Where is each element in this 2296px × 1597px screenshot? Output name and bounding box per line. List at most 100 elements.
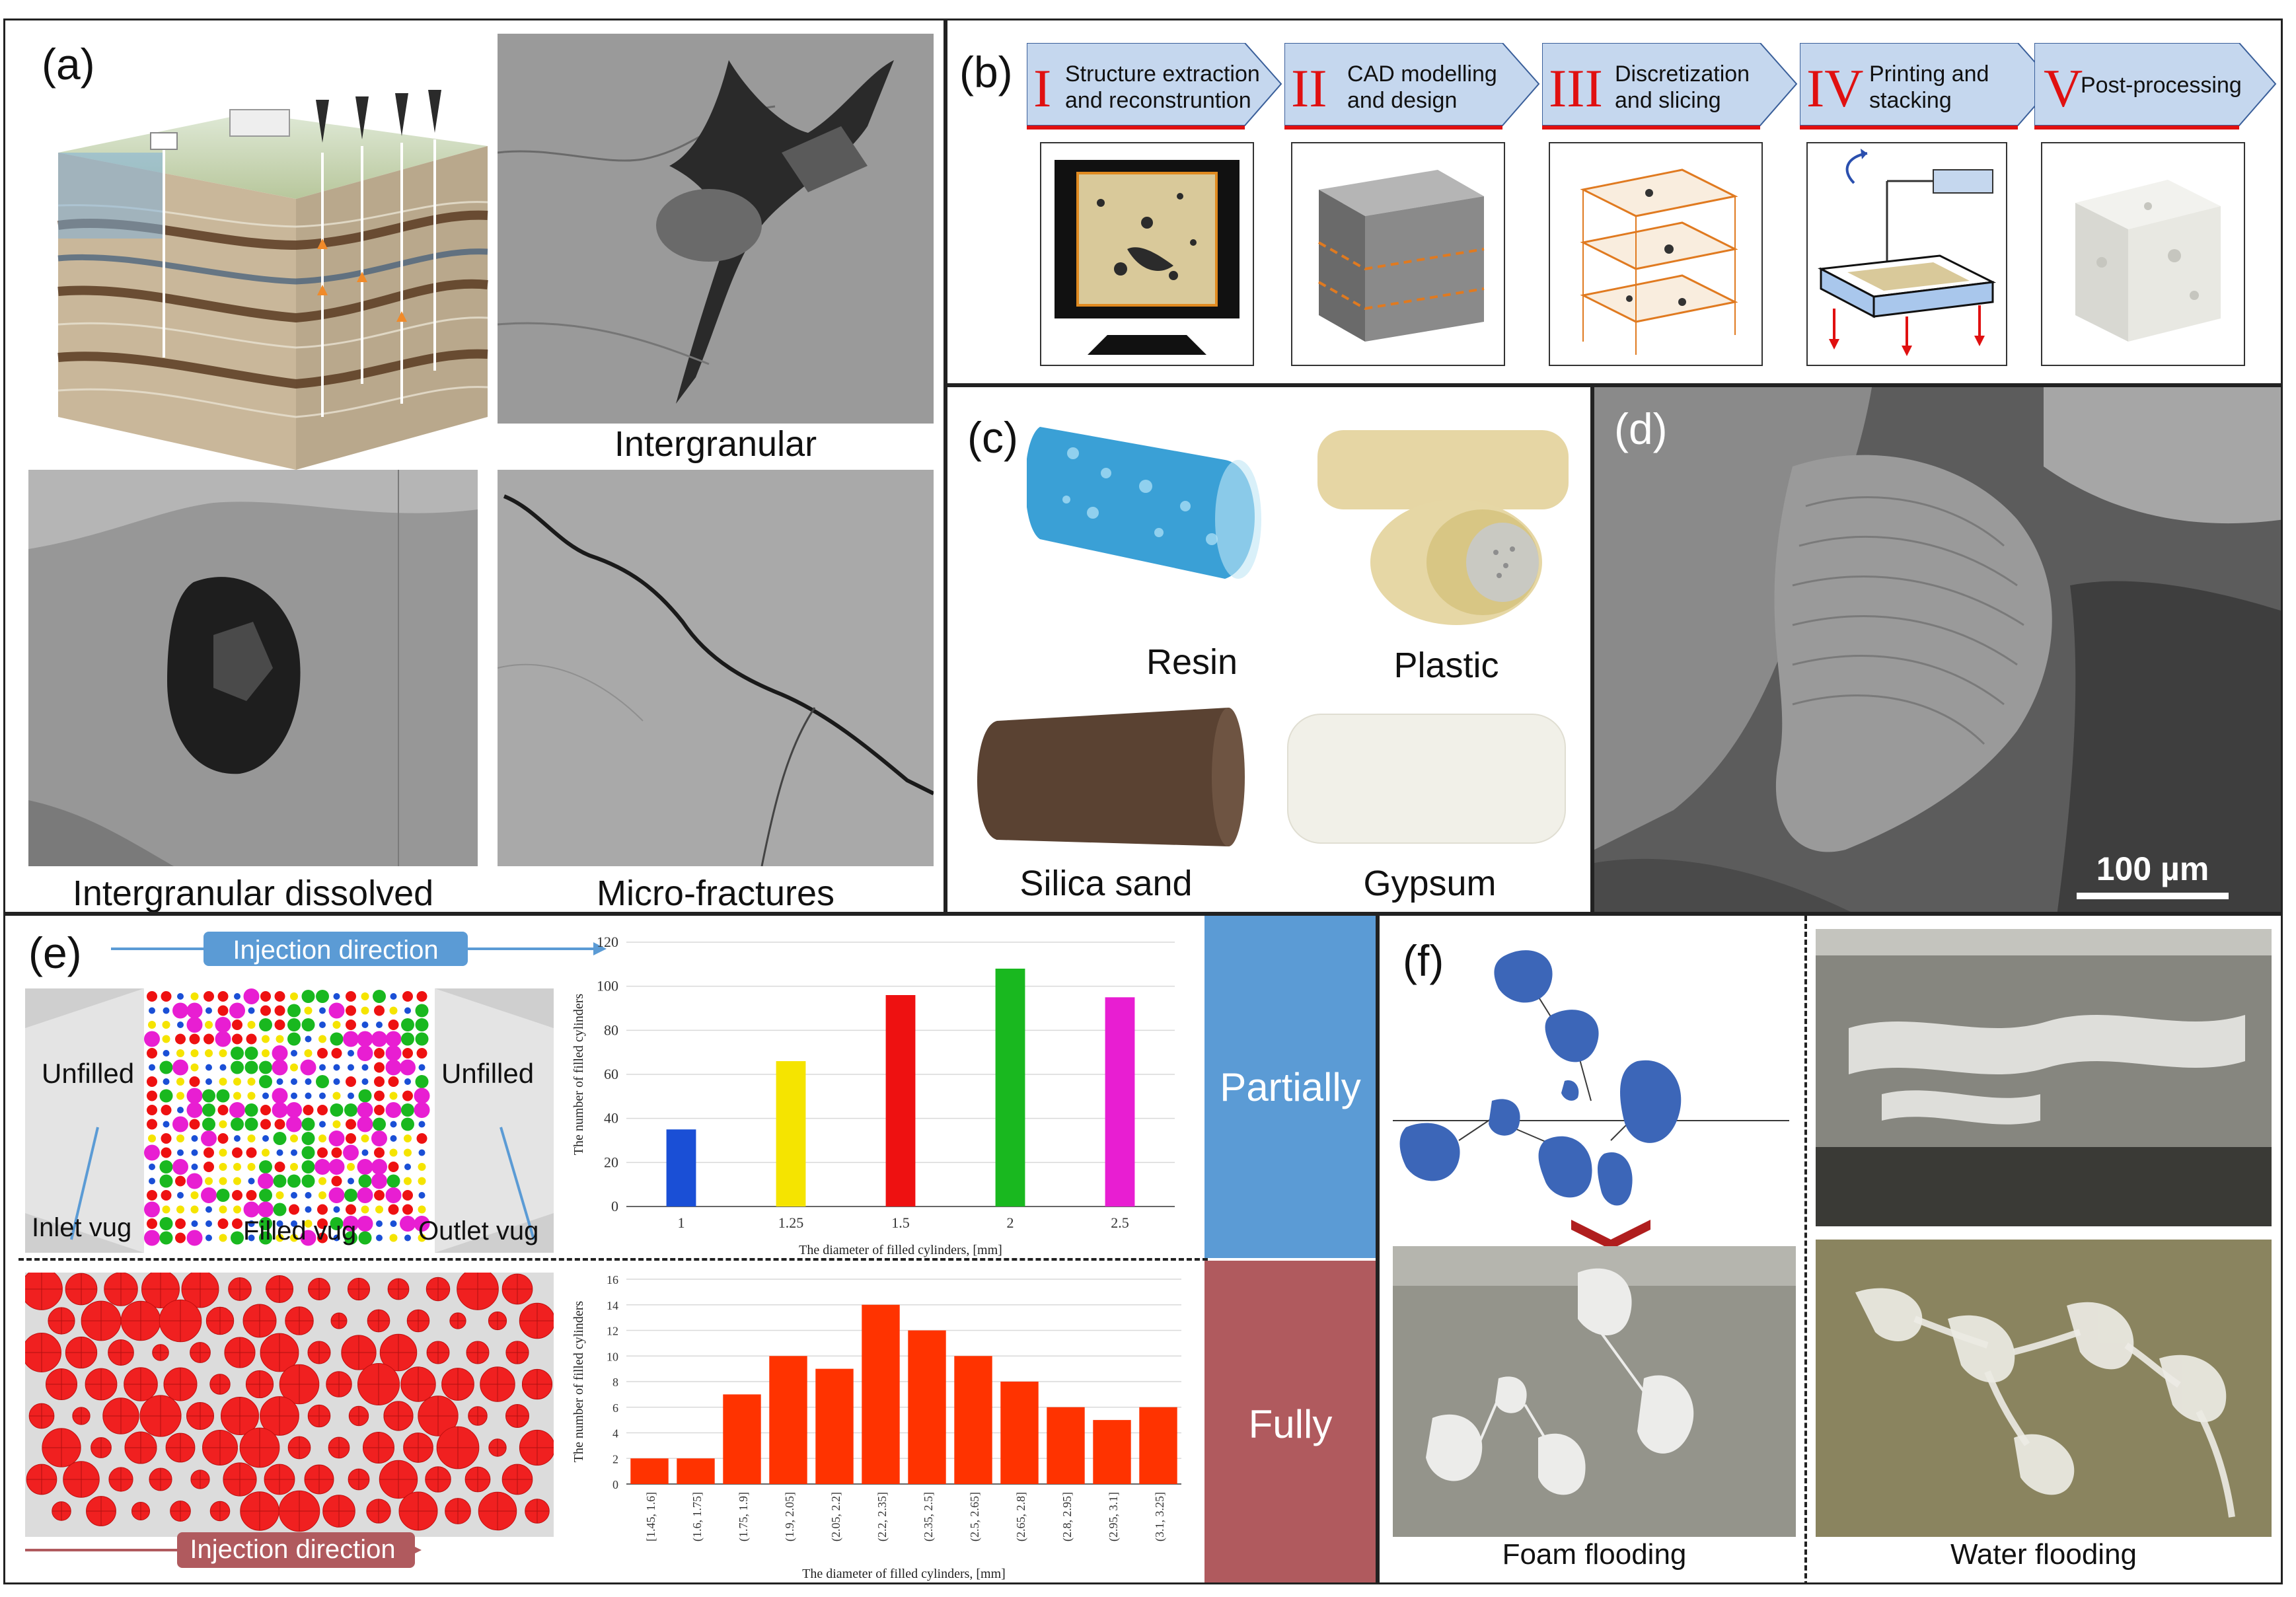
filled-cylinder-dot	[262, 1148, 270, 1157]
panel-e: (e) Injection direction Unfilled Unfille…	[3, 914, 1378, 1584]
filled-cylinder-dot	[205, 1064, 212, 1071]
filled-cylinder-dot	[246, 1033, 257, 1045]
filled-cylinder-dot	[333, 993, 340, 1000]
filled-cylinder-dot	[260, 1005, 271, 1016]
filled-cylinder-dot	[163, 1121, 170, 1128]
filled-cylinder-dot	[317, 1048, 328, 1058]
filled-cylinder-dot	[291, 1050, 297, 1057]
filled-cylinder-dot	[219, 1205, 227, 1214]
injection-arrow-bottom	[25, 1532, 422, 1568]
filled-cylinder-dot	[172, 1002, 188, 1019]
filled-cylinder-dot	[315, 1159, 330, 1175]
y-tick-label: 10	[607, 1350, 618, 1363]
inlet-vug-label: Inlet vug	[32, 1213, 132, 1242]
filled-cylinder-dot	[259, 1231, 272, 1245]
filled-cylinder-dot	[346, 1020, 356, 1030]
bar	[908, 1330, 946, 1484]
filled-cylinder-dot	[328, 1002, 345, 1019]
filled-vug-label: Filled vug	[243, 1216, 357, 1245]
filled-cylinder-dot	[332, 1021, 341, 1029]
step-numeral: IV	[1806, 58, 1864, 118]
filled-cylinder-dot	[175, 1033, 186, 1045]
filled-cylinder-dot	[361, 1134, 369, 1142]
filled-cylinder-dot	[373, 990, 386, 1003]
filled-cylinder-dot	[414, 1102, 430, 1118]
partially-filled-band	[1204, 916, 1376, 1258]
y-tick-label: 8	[612, 1376, 618, 1389]
x-tick-label: (2.2, 2.35]	[875, 1492, 889, 1541]
filled-cylinder-dot	[344, 1189, 357, 1202]
filled-cylinder-dot	[204, 1147, 214, 1158]
x-tick-label: (2.65, 2.8]	[1014, 1492, 1028, 1541]
water-flooding-photo-bottom	[1816, 1240, 2272, 1537]
filled-cylinder-dot	[191, 1135, 198, 1142]
x-tick-label: [1.45, 1.6]	[644, 1492, 657, 1541]
filled-cylinder-dot	[162, 1205, 170, 1214]
filled-cylinder-dot	[385, 1031, 402, 1047]
y-tick-label: 20	[604, 1154, 618, 1170]
filled-cylinder-dot	[301, 1160, 315, 1173]
filled-cylinder-dot	[390, 1135, 397, 1142]
filled-cylinder-dot	[276, 1220, 283, 1227]
filled-cylinder-dot	[147, 1076, 157, 1087]
filled-cylinder-dot	[400, 1059, 416, 1076]
filled-cylinder-dot	[333, 1078, 340, 1085]
filled-cylinder-dot	[404, 1234, 411, 1242]
filled-cylinder-dot	[418, 1205, 426, 1214]
filled-cylinder-dot	[217, 991, 229, 1002]
filled-cylinder-dot	[404, 1134, 412, 1142]
filled-cylinder-dot	[318, 1191, 326, 1199]
filled-cylinder-dot	[186, 1088, 203, 1104]
step-text-line-1: Printing and	[1869, 61, 1989, 87]
x-tick-label: (2.05, 2.2]	[829, 1492, 843, 1541]
filled-cylinder-dot	[219, 1234, 227, 1242]
y-tick-label: 6	[612, 1401, 618, 1415]
filled-cylinder-dot	[147, 1119, 157, 1130]
filled-cylinder-dot	[346, 1204, 356, 1215]
filled-cylinder-dot	[248, 1177, 255, 1185]
filled-cylinder-dot	[374, 1105, 385, 1115]
partial-vug-schematic	[25, 988, 554, 1253]
filled-cylinder-dot	[361, 992, 369, 1000]
filled-cylinder-dot	[186, 1102, 203, 1118]
filled-cylinder-dot	[147, 1218, 157, 1229]
filled-cylinder-dot	[404, 1148, 412, 1157]
filled-cylinder-dot	[234, 1135, 241, 1142]
filled-cylinder-dot	[162, 1035, 170, 1043]
filled-cylinder-dot	[328, 1159, 345, 1175]
y-tick-label: 16	[607, 1273, 618, 1286]
filled-cylinder-dot	[328, 1187, 345, 1203]
filled-cylinder-dot	[374, 1005, 385, 1016]
filled-cylinder-dot	[276, 1234, 284, 1242]
filled-cylinder-dot	[274, 1162, 285, 1172]
x-tick-label: 1.5	[891, 1214, 910, 1231]
filled-cylinder-dot	[333, 1064, 340, 1071]
step-numeral: V	[2044, 58, 2083, 118]
filled-cylinder-dot	[303, 1105, 314, 1115]
filled-cylinder-dot	[415, 1075, 429, 1088]
filled-cylinder-dot	[358, 1174, 372, 1188]
y-tick-label: 80	[604, 1021, 618, 1038]
filled-cylinder-dot	[262, 1035, 270, 1043]
filled-cylinder-dot	[402, 1048, 413, 1058]
panel-d: (d) 100 µm	[1592, 385, 2283, 914]
foam-flooding-caption: Foam flooding	[1502, 1538, 1687, 1571]
filled-cylinder-dot	[388, 1204, 399, 1215]
plastic-sample-image	[1304, 410, 1569, 628]
filled-cylinder-dot	[328, 1131, 345, 1146]
filled-cylinder-dot	[246, 1147, 257, 1158]
filled-cylinder-dot	[400, 1216, 416, 1232]
filled-cylinder-dot	[232, 1218, 242, 1229]
filled-cylinder-dot	[247, 1092, 256, 1100]
water-flooding-photo-top	[1816, 929, 2272, 1226]
filled-cylinder-dot	[259, 1018, 272, 1031]
process-step-3: III Discretization and slicing	[1542, 43, 1800, 373]
filled-cylinder-dot	[232, 1033, 242, 1045]
y-axis-label: The number of filled cylinders	[572, 994, 586, 1156]
filled-cylinder-dot	[244, 1103, 258, 1117]
bar	[776, 1061, 806, 1207]
y-tick-label: 100	[597, 978, 618, 994]
x-tick-label: 1	[678, 1214, 685, 1231]
unfilled-label-left: Unfilled	[42, 1058, 135, 1089]
filled-cylinder-dot	[161, 1190, 172, 1201]
